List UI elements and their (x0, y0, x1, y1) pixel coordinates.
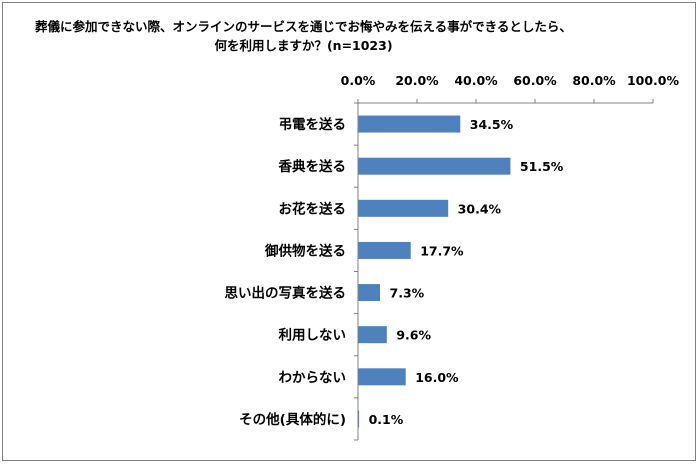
category-label: 弔電を送る (279, 116, 347, 133)
x-tick-label: 40.0% (454, 73, 498, 88)
bar (358, 326, 387, 344)
data-label: 16.0% (415, 370, 459, 385)
category-label: その他(具体的に) (239, 411, 346, 428)
x-tick-label: 80.0% (572, 73, 616, 88)
category-label: 思い出の写真を送る (225, 285, 347, 302)
category-label: 香典を送る (278, 158, 347, 175)
chart-frame: 葬儀に参加できない際、オンラインのサービスを通じでお悔やみを伝える事ができるとし… (2, 2, 696, 461)
data-label: 34.5% (470, 117, 514, 132)
bar (358, 284, 381, 302)
category-label: 御供物を送る (264, 242, 346, 259)
x-tick-label: 20.0% (395, 73, 439, 88)
category-label: わからない (279, 370, 347, 386)
category-label: 利用しない (279, 327, 347, 344)
bar (358, 410, 360, 428)
data-label: 9.6% (396, 328, 431, 343)
bar (358, 241, 411, 259)
category-label: お花を送る (279, 200, 347, 217)
bar (358, 115, 461, 133)
chart-title: 葬儀に参加できない際、オンラインのサービスを通じでお悔やみを伝える事ができるとし… (35, 19, 572, 53)
labels-layer: 弔電を送る 34.5% 香典を送る 51.5% お花を送る 30.4% 御供物を送る 17.7… (225, 116, 564, 428)
data-label: 0.1% (369, 412, 404, 427)
x-tick-label: 60.0% (513, 73, 557, 88)
x-tick-label: 100.0% (627, 73, 680, 88)
data-label: 17.7% (420, 243, 464, 258)
axis-layer: 0.0% 20.0% 40.0% 60.0% 80.0% 100.0% (341, 73, 680, 441)
bar (358, 199, 449, 217)
bars-layer (358, 115, 511, 428)
data-label: 7.3% (390, 286, 425, 301)
data-label: 51.5% (520, 159, 564, 174)
bar (358, 368, 406, 386)
x-tick-label: 0.0% (341, 73, 376, 88)
bar (358, 157, 511, 175)
data-label: 30.4% (458, 201, 502, 216)
